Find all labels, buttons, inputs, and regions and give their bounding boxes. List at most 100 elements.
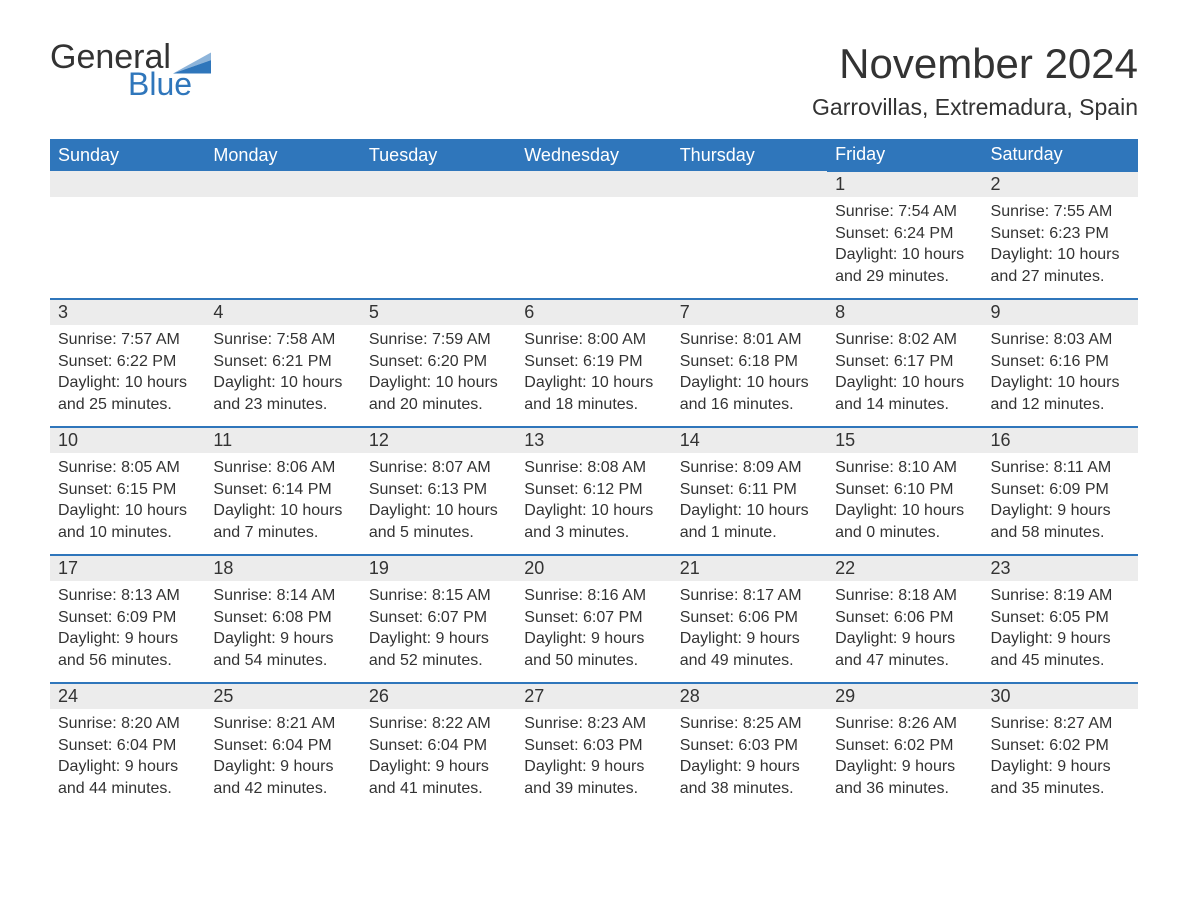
day-number: 20 [516, 556, 671, 581]
day-cell: 19Sunrise: 8:15 AMSunset: 6:07 PMDayligh… [361, 555, 516, 683]
day-details: Sunrise: 8:13 AMSunset: 6:09 PMDaylight:… [50, 581, 205, 679]
weekday-header: Wednesday [516, 139, 671, 171]
sunset-line: Sunset: 6:05 PM [991, 607, 1130, 629]
sunset-line: Sunset: 6:22 PM [58, 351, 197, 373]
day-details: Sunrise: 8:17 AMSunset: 6:06 PMDaylight:… [672, 581, 827, 679]
sunrise-line: Sunrise: 8:01 AM [680, 329, 819, 351]
sunset-line: Sunset: 6:19 PM [524, 351, 663, 373]
sunset-line: Sunset: 6:06 PM [680, 607, 819, 629]
sunset-line: Sunset: 6:12 PM [524, 479, 663, 501]
day-details: Sunrise: 8:19 AMSunset: 6:05 PMDaylight:… [983, 581, 1138, 679]
sunset-line: Sunset: 6:02 PM [835, 735, 974, 757]
sunset-line: Sunset: 6:14 PM [213, 479, 352, 501]
sunrise-line: Sunrise: 8:27 AM [991, 713, 1130, 735]
day-details: Sunrise: 8:00 AMSunset: 6:19 PMDaylight:… [516, 325, 671, 423]
day-details: Sunrise: 8:11 AMSunset: 6:09 PMDaylight:… [983, 453, 1138, 551]
logo: General Blue [50, 40, 211, 100]
day-cell: 14Sunrise: 8:09 AMSunset: 6:11 PMDayligh… [672, 427, 827, 555]
sunset-line: Sunset: 6:23 PM [991, 223, 1130, 245]
daylight-line: Daylight: 9 hours and 52 minutes. [369, 628, 508, 671]
day-cell: 26Sunrise: 8:22 AMSunset: 6:04 PMDayligh… [361, 683, 516, 811]
sunrise-line: Sunrise: 7:55 AM [991, 201, 1130, 223]
day-cell: 18Sunrise: 8:14 AMSunset: 6:08 PMDayligh… [205, 555, 360, 683]
day-cell: 9Sunrise: 8:03 AMSunset: 6:16 PMDaylight… [983, 299, 1138, 427]
sunset-line: Sunset: 6:03 PM [680, 735, 819, 757]
sunset-line: Sunset: 6:07 PM [524, 607, 663, 629]
daylight-line: Daylight: 9 hours and 41 minutes. [369, 756, 508, 799]
day-cell: 27Sunrise: 8:23 AMSunset: 6:03 PMDayligh… [516, 683, 671, 811]
day-details: Sunrise: 8:16 AMSunset: 6:07 PMDaylight:… [516, 581, 671, 679]
day-cell: 15Sunrise: 8:10 AMSunset: 6:10 PMDayligh… [827, 427, 982, 555]
sunset-line: Sunset: 6:06 PM [835, 607, 974, 629]
day-cell: 8Sunrise: 8:02 AMSunset: 6:17 PMDaylight… [827, 299, 982, 427]
daylight-line: Daylight: 9 hours and 44 minutes. [58, 756, 197, 799]
day-cell: 17Sunrise: 8:13 AMSunset: 6:09 PMDayligh… [50, 555, 205, 683]
day-details: Sunrise: 8:20 AMSunset: 6:04 PMDaylight:… [50, 709, 205, 807]
sunrise-line: Sunrise: 8:18 AM [835, 585, 974, 607]
daylight-line: Daylight: 9 hours and 45 minutes. [991, 628, 1130, 671]
day-cell: 12Sunrise: 8:07 AMSunset: 6:13 PMDayligh… [361, 427, 516, 555]
day-details: Sunrise: 8:14 AMSunset: 6:08 PMDaylight:… [205, 581, 360, 679]
day-number: 6 [516, 300, 671, 325]
day-cell: 5Sunrise: 7:59 AMSunset: 6:20 PMDaylight… [361, 299, 516, 427]
sunrise-line: Sunrise: 7:59 AM [369, 329, 508, 351]
day-number: 14 [672, 428, 827, 453]
sunrise-line: Sunrise: 8:14 AM [213, 585, 352, 607]
empty-cell [50, 171, 205, 299]
empty-cell [361, 171, 516, 299]
day-cell: 29Sunrise: 8:26 AMSunset: 6:02 PMDayligh… [827, 683, 982, 811]
day-number: 27 [516, 684, 671, 709]
day-details: Sunrise: 8:08 AMSunset: 6:12 PMDaylight:… [516, 453, 671, 551]
sunrise-line: Sunrise: 7:54 AM [835, 201, 974, 223]
sunset-line: Sunset: 6:04 PM [213, 735, 352, 757]
sunset-line: Sunset: 6:08 PM [213, 607, 352, 629]
daylight-line: Daylight: 9 hours and 38 minutes. [680, 756, 819, 799]
sunset-line: Sunset: 6:09 PM [991, 479, 1130, 501]
day-details: Sunrise: 7:55 AMSunset: 6:23 PMDaylight:… [983, 197, 1138, 295]
day-number: 11 [205, 428, 360, 453]
sunrise-line: Sunrise: 8:25 AM [680, 713, 819, 735]
sunrise-line: Sunrise: 8:17 AM [680, 585, 819, 607]
page-title: November 2024 [812, 40, 1138, 88]
day-cell: 6Sunrise: 8:00 AMSunset: 6:19 PMDaylight… [516, 299, 671, 427]
daylight-line: Daylight: 9 hours and 50 minutes. [524, 628, 663, 671]
weekday-header: Friday [827, 139, 982, 171]
day-details: Sunrise: 8:26 AMSunset: 6:02 PMDaylight:… [827, 709, 982, 807]
day-number: 16 [983, 428, 1138, 453]
day-number: 13 [516, 428, 671, 453]
day-cell: 28Sunrise: 8:25 AMSunset: 6:03 PMDayligh… [672, 683, 827, 811]
sunrise-line: Sunrise: 8:11 AM [991, 457, 1130, 479]
daylight-line: Daylight: 10 hours and 7 minutes. [213, 500, 352, 543]
sunset-line: Sunset: 6:18 PM [680, 351, 819, 373]
day-number: 25 [205, 684, 360, 709]
sunrise-line: Sunrise: 8:23 AM [524, 713, 663, 735]
weekday-header: Monday [205, 139, 360, 171]
sunrise-line: Sunrise: 8:20 AM [58, 713, 197, 735]
daylight-line: Daylight: 10 hours and 18 minutes. [524, 372, 663, 415]
day-cell: 13Sunrise: 8:08 AMSunset: 6:12 PMDayligh… [516, 427, 671, 555]
day-cell: 21Sunrise: 8:17 AMSunset: 6:06 PMDayligh… [672, 555, 827, 683]
location-subtitle: Garrovillas, Extremadura, Spain [812, 94, 1138, 121]
sunset-line: Sunset: 6:16 PM [991, 351, 1130, 373]
day-details: Sunrise: 8:06 AMSunset: 6:14 PMDaylight:… [205, 453, 360, 551]
sunrise-line: Sunrise: 8:15 AM [369, 585, 508, 607]
sunset-line: Sunset: 6:20 PM [369, 351, 508, 373]
sunset-line: Sunset: 6:02 PM [991, 735, 1130, 757]
day-details: Sunrise: 8:21 AMSunset: 6:04 PMDaylight:… [205, 709, 360, 807]
sunrise-line: Sunrise: 8:13 AM [58, 585, 197, 607]
day-details: Sunrise: 8:10 AMSunset: 6:10 PMDaylight:… [827, 453, 982, 551]
daylight-line: Daylight: 9 hours and 54 minutes. [213, 628, 352, 671]
day-details: Sunrise: 7:57 AMSunset: 6:22 PMDaylight:… [50, 325, 205, 423]
sunset-line: Sunset: 6:11 PM [680, 479, 819, 501]
day-number: 17 [50, 556, 205, 581]
day-details: Sunrise: 8:15 AMSunset: 6:07 PMDaylight:… [361, 581, 516, 679]
day-cell: 25Sunrise: 8:21 AMSunset: 6:04 PMDayligh… [205, 683, 360, 811]
day-number: 7 [672, 300, 827, 325]
sunrise-line: Sunrise: 8:19 AM [991, 585, 1130, 607]
sunset-line: Sunset: 6:04 PM [58, 735, 197, 757]
day-details: Sunrise: 7:58 AMSunset: 6:21 PMDaylight:… [205, 325, 360, 423]
day-number: 21 [672, 556, 827, 581]
empty-cell [205, 171, 360, 299]
day-number: 12 [361, 428, 516, 453]
sunrise-line: Sunrise: 8:08 AM [524, 457, 663, 479]
